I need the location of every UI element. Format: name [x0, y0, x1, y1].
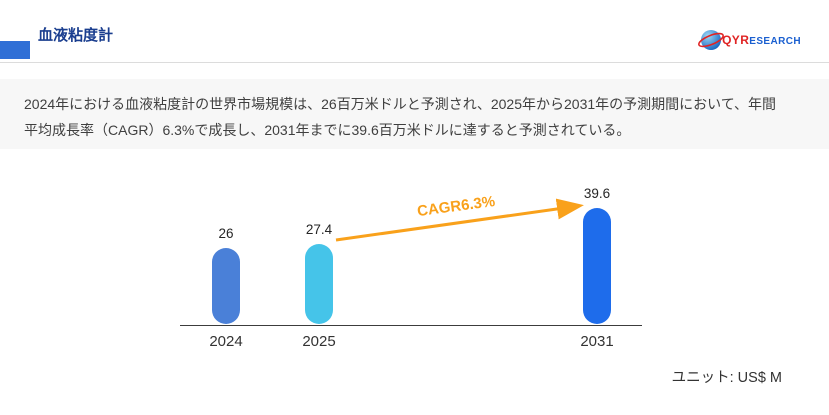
header-accent-tab [0, 41, 30, 59]
x-tick-2025: 2025 [302, 333, 336, 350]
page-title: 血液粘度計 [38, 27, 114, 44]
bar-value-2025: 27.4 [305, 222, 333, 237]
logo-text: QYRESEARCH [722, 33, 801, 47]
bar-group-2031: 39.6 [583, 186, 611, 324]
logo-globe-icon [698, 30, 725, 50]
bar-group-2025: 27.4 [305, 222, 333, 324]
bar-value-2031: 39.6 [583, 186, 611, 201]
logo-text-primary: QYR [722, 33, 750, 47]
unit-label: ユニット: US$ M [671, 370, 782, 386]
x-tick-2031: 2031 [580, 333, 614, 350]
summary-panel: 2024年における血液粘度計の世界市場規模は、26百万米ドルと予測され、2025… [0, 79, 829, 149]
bar-2024 [212, 248, 240, 324]
x-axis [180, 325, 642, 326]
bar-value-2024: 26 [218, 226, 234, 241]
summary-text: 2024年における血液粘度計の世界市場規模は、26百万米ドルと予測され、2025… [24, 96, 777, 138]
cagr-arrow [335, 198, 584, 242]
header-divider [0, 62, 829, 63]
bar-group-2024: 26 [212, 226, 240, 324]
qyresearch-logo: QYRESEARCH [697, 26, 801, 54]
bar-2031 [583, 208, 611, 324]
x-tick-2024: 2024 [209, 333, 243, 350]
logo-text-secondary: ESEARCH [749, 36, 801, 47]
bar-2025 [305, 244, 333, 324]
